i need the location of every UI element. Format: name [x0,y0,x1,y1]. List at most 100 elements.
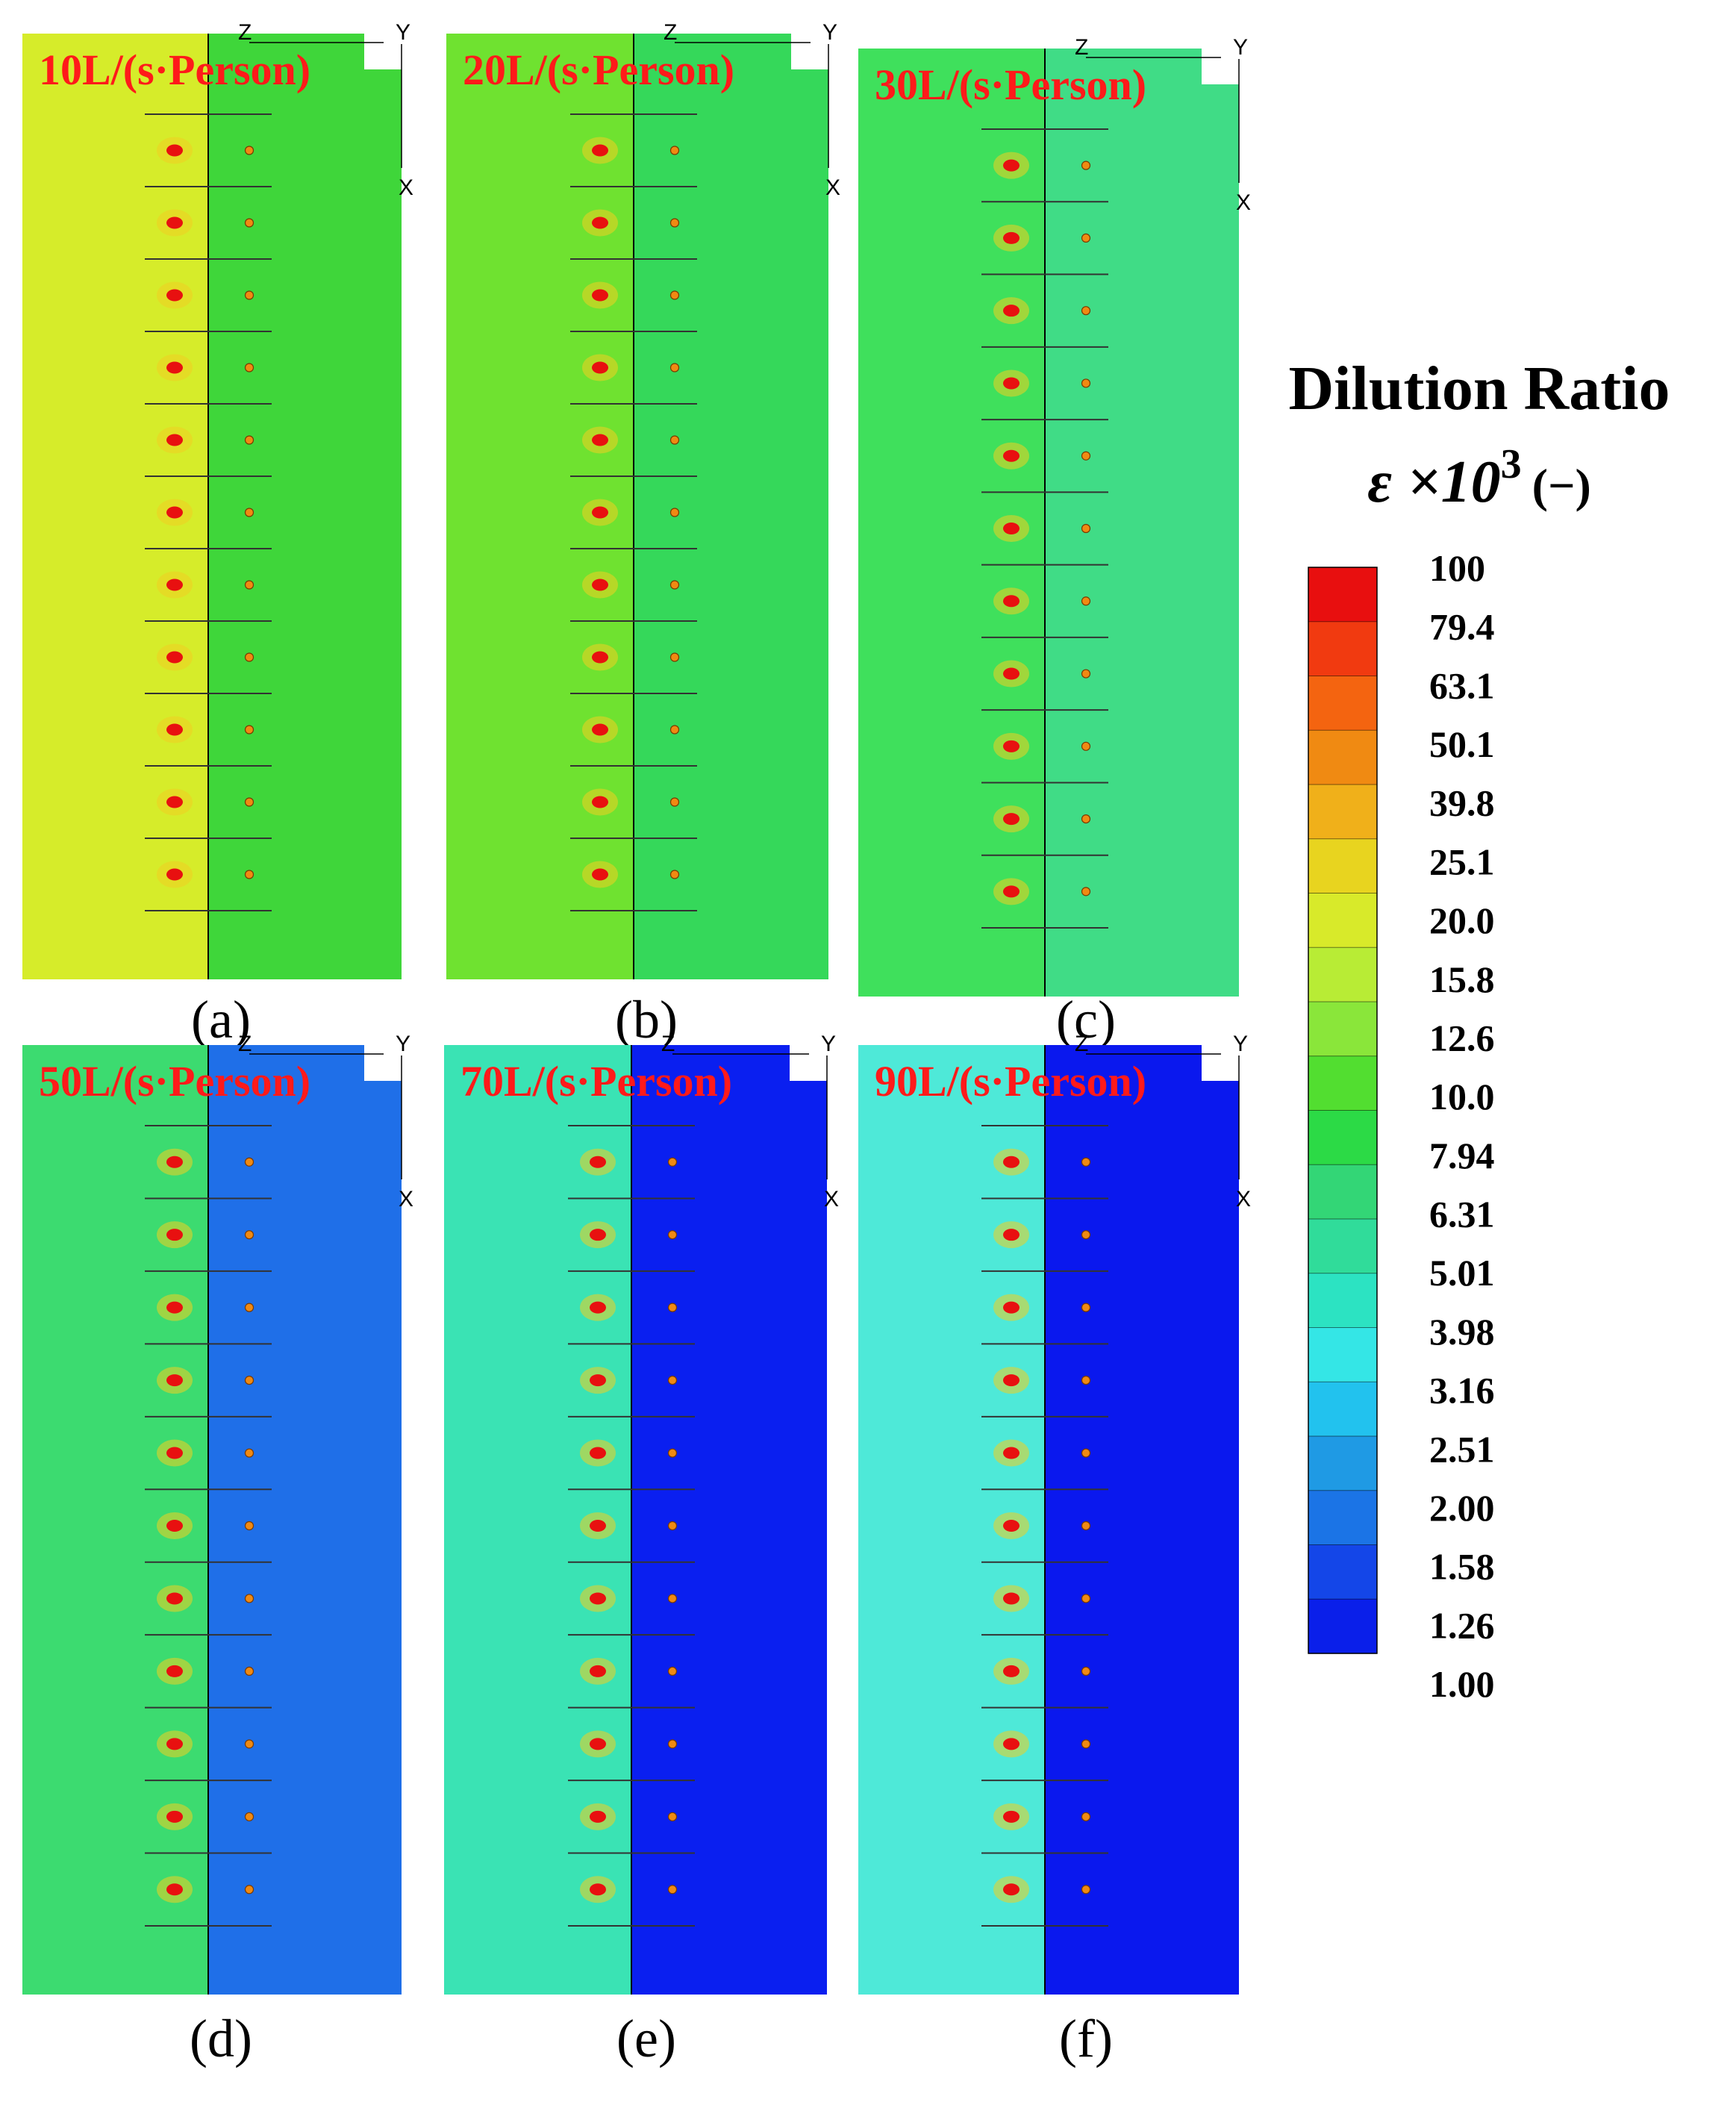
colorbar-band [1308,1164,1377,1220]
panel-e-source-point [590,1301,606,1314]
panel-c-source-point [1003,231,1020,244]
panel-b-receptor-point [669,725,680,735]
colorbar-tick-label: 1.58 [1429,1546,1495,1588]
panel-f-source-point [1003,1810,1020,1823]
panel-e-corner-notch [790,1044,828,1081]
panel-d-axis-z: Z [238,1032,252,1056]
panel-a-source-point [166,289,183,302]
panel-c-source-point [1003,885,1020,898]
panel-d-receptor-point [244,1448,255,1458]
panel-a-source-point [166,651,183,664]
panel-b-source-point [592,289,608,302]
panel-f-source-point [1003,1592,1020,1605]
panel-f-rate-label: 90L/(s·Person) [875,1057,1146,1105]
colorbar-band [1308,1273,1377,1329]
colorbar-exponent: 3 [1501,441,1522,487]
panel-f-receptor-point [1081,1230,1091,1240]
panel-d-corner-notch [364,1044,403,1081]
panel-d-axis-x: X [399,1187,413,1211]
panel-c-receptor-point [1081,523,1091,534]
panel-a-source-point [166,506,183,519]
panel-d-source-point [166,1447,183,1459]
panel-c-source-point [1003,740,1020,752]
panel-b-source-point [592,361,608,374]
panel-c-letter-label: (c) [1056,990,1116,1050]
panel-a-receptor-point [244,797,255,807]
panel-f-far-region [1045,1045,1239,1995]
panel-c-axis-x: X [1236,190,1251,215]
panel-e-source-point [590,1156,606,1168]
panel-c-receptor-point [1081,378,1091,388]
panel-e-source-point [590,1665,606,1677]
panel-f-receptor-point [1081,1521,1091,1531]
panel-e-receptor-point [667,1375,678,1385]
panel-e-source-point [590,1592,606,1605]
panel-c-source-point [1003,159,1020,172]
panel-c-receptor-point [1081,814,1091,824]
colorbar-tick-label: 50.1 [1429,723,1495,765]
colorbar-band [1308,1055,1377,1111]
colorbar-band [1308,1219,1377,1274]
panel-e-receptor-point [667,1739,678,1749]
colorbar-tick-label: 79.4 [1429,606,1495,648]
colorbar-band [1308,1544,1377,1600]
panel-e-axis-y: Y [821,1032,836,1056]
colorbar-band [1308,893,1377,948]
panel-c-axis-y: Y [1233,35,1248,60]
panel-b-receptor-point [669,146,680,155]
panel-e-letter-label: (e) [616,2009,676,2068]
panel-e-receptor-point [667,1885,678,1895]
colorbar-band [1308,1599,1377,1654]
panel-b-source-point [592,723,608,736]
panel-c-source-point [1003,813,1020,826]
panel-b-receptor-point [669,218,680,228]
panel-a: Z Y X 10L/(s·Person) (a) [22,20,413,1050]
panel-c-receptor-point [1081,451,1091,461]
colorbar-band [1308,947,1377,1002]
panel-e-receptor-point [667,1230,678,1240]
panel-d-source-point [166,1229,183,1241]
panel-c-receptor-point [1081,741,1091,751]
panel-b-source-point [592,868,608,881]
panel-b-source-point [592,796,608,808]
panel-d-rate-label: 50L/(s·Person) [39,1057,310,1105]
panel-f-source-point [1003,1301,1020,1314]
panel-e-source-point [590,1374,606,1387]
panel-c-far-region [1045,49,1239,997]
panel-d-source-point [166,1156,183,1168]
panel-a-receptor-point [244,870,255,879]
panel-d-receptor-point [244,1739,255,1749]
panel-e: Z Y X 70L/(s·Person) (e) [444,1032,839,2068]
colorbar-symbol-label: ε ×103 (−) [1367,441,1591,515]
colorbar-band [1308,785,1377,840]
panel-c-receptor-point [1081,596,1091,606]
panel-c-source-point [1003,377,1020,390]
panel-e-receptor-point [667,1157,678,1167]
panel-f-source-point [1003,1156,1020,1168]
panel-d-source-point [166,1374,183,1387]
panel-b: Z Y X 20L/(s·Person) (b) [446,20,840,1050]
panel-f-receptor-point [1081,1448,1091,1458]
panel-c-receptor-point [1081,160,1091,170]
colorbar-band [1308,1382,1377,1437]
panel-e-source-point [590,1883,606,1896]
colorbar-tick-label: 6.31 [1429,1194,1495,1235]
panel-a-receptor-point [244,725,255,735]
panel-a-source-point [166,723,183,736]
colorbar-tick-label: 15.8 [1429,958,1495,1000]
panel-f-axis-y: Y [1233,1032,1248,1056]
panel-f-receptor-point [1081,1812,1091,1821]
panel-f-receptor-point [1081,1666,1091,1677]
panel-a-receptor-point [244,363,255,372]
colorbar-tick-label: 3.16 [1429,1370,1495,1412]
colorbar-band [1308,730,1377,785]
colorbar-tick-label: 3.98 [1429,1311,1495,1353]
panel-a-source-point [166,361,183,374]
panel-a-letter-label: (a) [191,990,251,1050]
panel-f-source-point [1003,1374,1020,1387]
colorbar-tick-label: 5.01 [1429,1252,1495,1294]
colorbar-band [1308,1327,1377,1382]
panel-b-source-point [592,144,608,157]
panel-c-source-point [1003,595,1020,608]
